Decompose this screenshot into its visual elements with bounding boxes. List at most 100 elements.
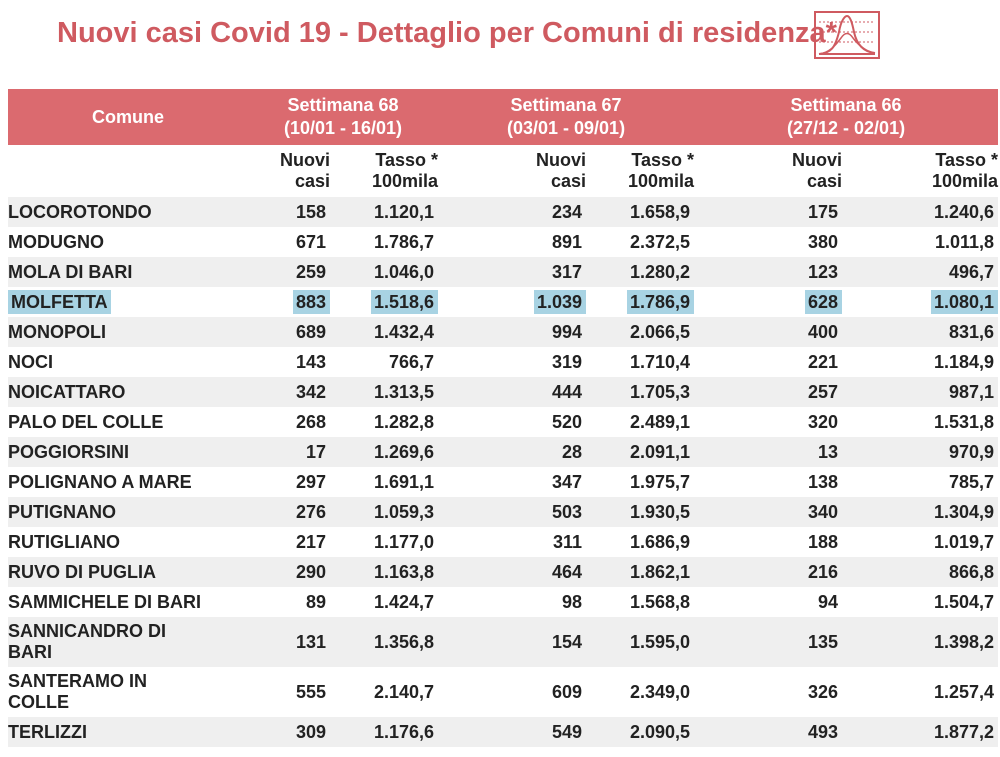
tasso-cell: 2.372,5 [586,227,694,257]
nuovi-casi-cell: 297 [248,467,330,497]
table-row: TERLIZZI 309 1.176,6 549 2.090,5 493 1.877,2 [8,717,999,747]
table-row: SANNICANDRO DI BARI 131 1.356,8 154 1.595,0 1… [8,617,999,667]
nuovi-casi-cell: 342 [248,377,330,407]
comune-name: MOLA DI BARI [8,261,133,282]
sub-header-line: 100mila [627,171,695,191]
table-row: NOICATTARO 342 1.313,5 444 1.705,3 257 987,1 [8,377,999,407]
sub-header-line: 100mila [931,171,999,191]
tasso-cell: 1.705,3 [586,377,695,407]
comune-name: MOLFETTA [8,289,111,314]
cell-value: 1.046,0 [373,261,435,282]
cell-value: 1.786,9 [626,289,695,314]
nuovi-casi-cell: 13 [694,437,843,467]
cell-value: 1.184,9 [933,351,995,372]
sub-header-line: Tasso * [631,150,695,170]
tasso-cell: 2.140,7 [330,667,438,717]
tasso-cell: 1.862,1 [586,557,695,587]
cell-value: 326 [807,681,839,702]
cell-value: 994 [551,321,583,342]
cell-value: 1.269,6 [373,441,435,462]
cell-value: 891 [551,231,583,252]
cell-value: 257 [807,381,839,402]
cell-value: 135 [807,631,839,652]
table-row: MODUGNO 671 1.786,7 891 2.372,5 380 1.011,8 [8,227,998,257]
nuovi-casi-cell: 671 [248,227,330,257]
cell-value: 1.398,2 [933,631,995,652]
nuovi-casi-cell: 317 [438,257,587,287]
page-title: Nuovi casi Covid 19 - Dettaglio per Comu… [57,17,837,49]
table-row: LOCOROTONDO 158 1.120,1 234 1.658,9 175 1.240,… [8,197,999,227]
week-label: Settimana 68 [287,95,399,115]
table-row: PALO DEL COLLE 268 1.282,8 520 2.489,1 320 1.5… [8,407,998,437]
cell-value: 1.019,7 [933,531,995,552]
cell-value: 831,6 [949,321,995,342]
cell-value: 143 [295,351,326,372]
cell-value: 158 [295,201,326,222]
week-range: (27/12 - 02/01) [787,118,906,138]
cell-value: 766,7 [388,351,435,372]
sub-header-nuovi-casi: Nuovi casi [438,145,586,197]
tasso-cell: 785,7 [842,467,998,497]
nuovi-casi-cell: 628 [694,287,843,317]
cell-value: 131 [295,631,326,652]
nuovi-casi-cell: 216 [694,557,843,587]
nuovi-casi-cell: 94 [694,587,842,617]
cell-value: 1.432,4 [373,321,435,342]
cell-value: 2.372,5 [629,231,691,252]
tasso-cell: 1.786,7 [330,227,438,257]
cell-value: 1.568,8 [629,591,691,612]
tasso-cell: 2.066,5 [586,317,695,347]
tasso-cell: 970,9 [842,437,999,467]
nuovi-casi-cell: 520 [438,407,586,437]
nuovi-casi-cell: 549 [438,717,587,747]
epidemic-curve-chart-icon [814,11,880,59]
cell-value: 1.177,0 [373,531,435,552]
comune-name: SANTERAMO IN COLLE [8,671,147,712]
cell-value: 1.686,9 [629,531,691,552]
cell-value: 785,7 [949,471,995,492]
nuovi-casi-cell: 689 [248,317,330,347]
comune-name: POGGIORSINI [8,441,130,462]
nuovi-casi-cell: 555 [248,667,330,717]
column-header-comune: Comune [8,89,248,145]
comune-cell: POLIGNANO A MARE [8,467,248,497]
sub-header-line: casi [294,171,330,191]
cell-value: 2.066,5 [629,321,691,342]
sub-header-line: Nuovi [279,150,330,170]
comune-cell: MOLA DI BARI [8,257,248,287]
cell-value: 1.518,6 [370,289,439,314]
table-row: RUVO DI PUGLIA 290 1.163,8 464 1.862,1 216 866… [8,557,999,587]
nuovi-casi-cell: 400 [694,317,843,347]
cell-value: 1.595,0 [629,631,691,652]
tasso-cell: 1.046,0 [330,257,439,287]
table-row: MOLFETTA 883 1.518,6 1.039 1.786,9 628 1.080,1 [8,287,999,317]
sub-header-nuovi-casi: Nuovi casi [694,145,842,197]
nuovi-casi-cell: 17 [248,437,330,467]
cell-value: 94 [818,591,839,612]
cell-value: 1.786,7 [373,231,435,252]
comune-cell: SANNICANDRO DI BARI [8,617,248,667]
tasso-cell: 1.184,9 [842,347,998,377]
nuovi-casi-cell: 98 [438,587,586,617]
tasso-cell: 1.282,8 [330,407,438,437]
nuovi-casi-cell: 28 [438,437,587,467]
cell-value: 1.424,7 [373,591,435,612]
column-header-week-67: Settimana 67 (03/01 - 09/01) [438,89,695,145]
cell-value: 1.039 [533,289,587,314]
tasso-cell: 1.304,9 [842,497,999,527]
tasso-cell: 1.356,8 [330,617,439,667]
nuovi-casi-cell: 158 [248,197,330,227]
tasso-cell: 1.059,3 [330,497,439,527]
cell-value: 309 [295,721,326,742]
cell-value: 503 [551,501,583,522]
nuovi-casi-cell: 276 [248,497,330,527]
table-row: SANTERAMO IN COLLE 555 2.140,7 609 2.349,0 32… [8,667,998,717]
nuovi-casi-cell: 221 [694,347,842,377]
week-label: Settimana 66 [790,95,902,115]
table-body: LOCOROTONDO 158 1.120,1 234 1.658,9 175 1.240,… [8,197,999,747]
cell-value: 400 [807,321,839,342]
comune-name: NOCI [8,351,53,372]
nuovi-casi-cell: 217 [248,527,330,557]
tasso-cell: 1.786,9 [586,287,695,317]
tasso-cell: 831,6 [842,317,999,347]
